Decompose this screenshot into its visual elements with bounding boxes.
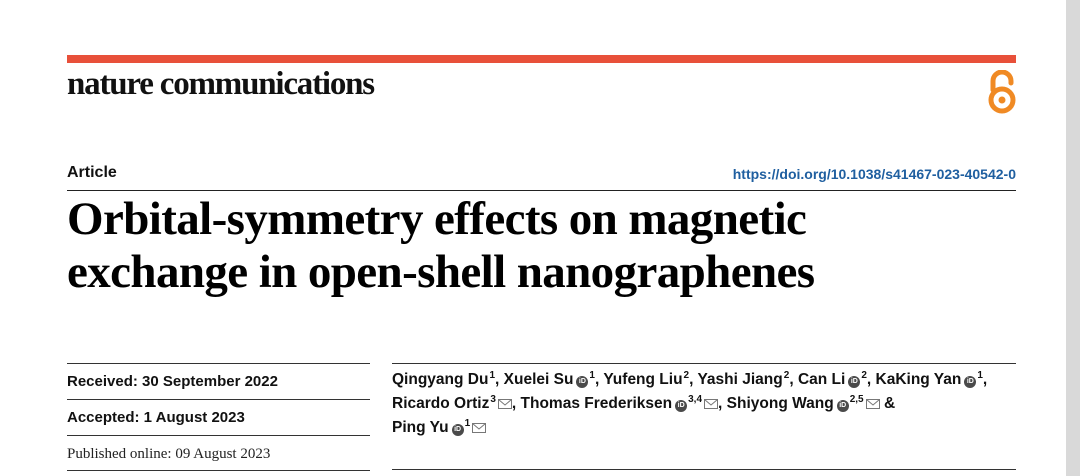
authors-divider: [392, 363, 1016, 364]
author[interactable]: Can Li iD2: [798, 371, 867, 388]
author-separator: ,: [511, 395, 517, 412]
meta-divider-4: [67, 470, 370, 471]
author-name: Ricardo Ortiz: [392, 395, 490, 412]
author[interactable]: Qingyang Du1: [392, 370, 496, 389]
published-date: Published online: 09 August 2023: [67, 446, 271, 462]
article-title-line-2: exchange in open-shell nanographenes: [67, 246, 815, 298]
author-separator: ,: [982, 371, 988, 388]
author-affiliation: 2: [861, 370, 867, 381]
author-affiliation: 1: [589, 370, 595, 381]
author-list: Qingyang Du1, Xuelei Su iD1, Yufeng Liu2,…: [392, 368, 1022, 440]
orcid-icon[interactable]: iD: [576, 376, 589, 388]
article-title-line-1: Orbital-symmetry effects on magnetic: [67, 193, 807, 245]
accepted-date: Accepted: 1 August 2023: [67, 409, 245, 426]
window-edge: [1066, 0, 1080, 476]
envelope-icon[interactable]: [472, 423, 487, 433]
author[interactable]: Shiyong Wang iD2,5: [727, 395, 880, 412]
author-name: KaKing Yan: [875, 371, 962, 388]
doi-link[interactable]: https://doi.org/10.1038/s41467-023-40542…: [732, 166, 1016, 182]
author-name: Shiyong Wang: [726, 395, 834, 412]
header-divider: [67, 190, 1016, 191]
author-affiliation: 2,5: [849, 394, 864, 405]
received-date: Received: 30 September 2022: [67, 373, 278, 390]
meta-divider-3: [67, 435, 370, 436]
author-name: Can Li: [797, 371, 846, 388]
meta-divider-1: [67, 363, 370, 364]
orcid-icon[interactable]: iD: [964, 376, 977, 388]
orcid-icon[interactable]: iD: [848, 376, 861, 388]
orcid-icon[interactable]: iD: [675, 400, 688, 412]
author[interactable]: Yufeng Liu2: [603, 370, 690, 389]
author-affiliation: 3: [490, 394, 496, 405]
author-separator: ,: [594, 371, 600, 388]
author-separator: ,: [866, 371, 872, 388]
author-name: Xuelei Su: [503, 371, 574, 388]
author-affiliation: 1: [464, 418, 471, 429]
author-affiliation: 3,4: [688, 394, 703, 405]
author[interactable]: KaKing Yan iD1: [876, 371, 983, 388]
author-affiliation: 2: [683, 370, 690, 381]
author-name: Qingyang Du: [392, 371, 489, 388]
author-name: Yufeng Liu: [603, 371, 683, 388]
author-name: Thomas Frederiksen: [520, 395, 673, 412]
author[interactable]: Ping Yu iD1: [392, 418, 487, 436]
open-access-lock-icon[interactable]: [986, 70, 1018, 114]
orcid-icon[interactable]: iD: [836, 400, 849, 412]
author-name: Yashi Jiang: [697, 371, 783, 388]
author[interactable]: Ricardo Ortiz3: [392, 395, 512, 412]
envelope-icon[interactable]: [497, 399, 512, 409]
article-type-label: Article: [67, 164, 117, 181]
orcid-icon[interactable]: iD: [451, 424, 464, 436]
meta-divider-2: [67, 399, 370, 400]
author-affiliation: 2: [783, 370, 790, 381]
author-affiliation: 1: [977, 370, 983, 381]
journal-accent-bar: [67, 55, 1016, 63]
author-separator: ,: [495, 371, 500, 388]
envelope-icon[interactable]: [865, 399, 880, 409]
author-separator: ,: [689, 371, 694, 388]
author[interactable]: Yashi Jiang2: [697, 370, 790, 389]
journal-name: nature communications: [67, 66, 375, 102]
article-title: Orbital-symmetry effects on magnetic exc…: [67, 193, 1007, 299]
author[interactable]: Xuelei Su iD1: [504, 371, 595, 388]
author-separator: ,: [718, 395, 723, 412]
author-conjunction: &: [883, 395, 896, 412]
author[interactable]: Thomas Frederiksen iD3,4: [521, 395, 719, 412]
author-name: Ping Yu: [392, 419, 449, 436]
author-separator: ,: [789, 371, 794, 388]
author-affiliation: 1: [489, 370, 496, 381]
authors-divider-bottom: [392, 469, 1016, 470]
envelope-icon[interactable]: [704, 399, 719, 409]
